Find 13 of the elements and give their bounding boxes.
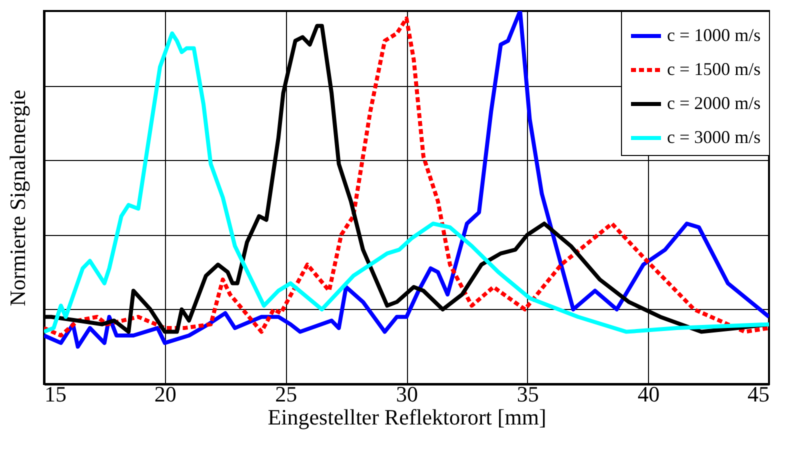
x-tick-label: 40 bbox=[638, 382, 660, 406]
x-tick-label: 35 bbox=[516, 382, 539, 406]
x-tick-label: 30 bbox=[396, 382, 418, 406]
x-axis-title: Eingestellter Reflektorort [mm] bbox=[268, 404, 546, 430]
legend-label: c = 2000 m/s bbox=[667, 93, 761, 113]
legend-label: c = 3000 m/s bbox=[667, 127, 761, 147]
x-tick-label: 15 bbox=[44, 382, 66, 406]
x-tick-label: 20 bbox=[154, 382, 176, 406]
x-tick-label: 25 bbox=[275, 382, 298, 406]
legend-label: c = 1000 m/s bbox=[667, 25, 761, 45]
y-axis-title: Normierte Signalenergie bbox=[5, 90, 30, 306]
x-tick-label: 45 bbox=[748, 382, 770, 406]
legend-label: c = 1500 m/s bbox=[667, 59, 761, 79]
